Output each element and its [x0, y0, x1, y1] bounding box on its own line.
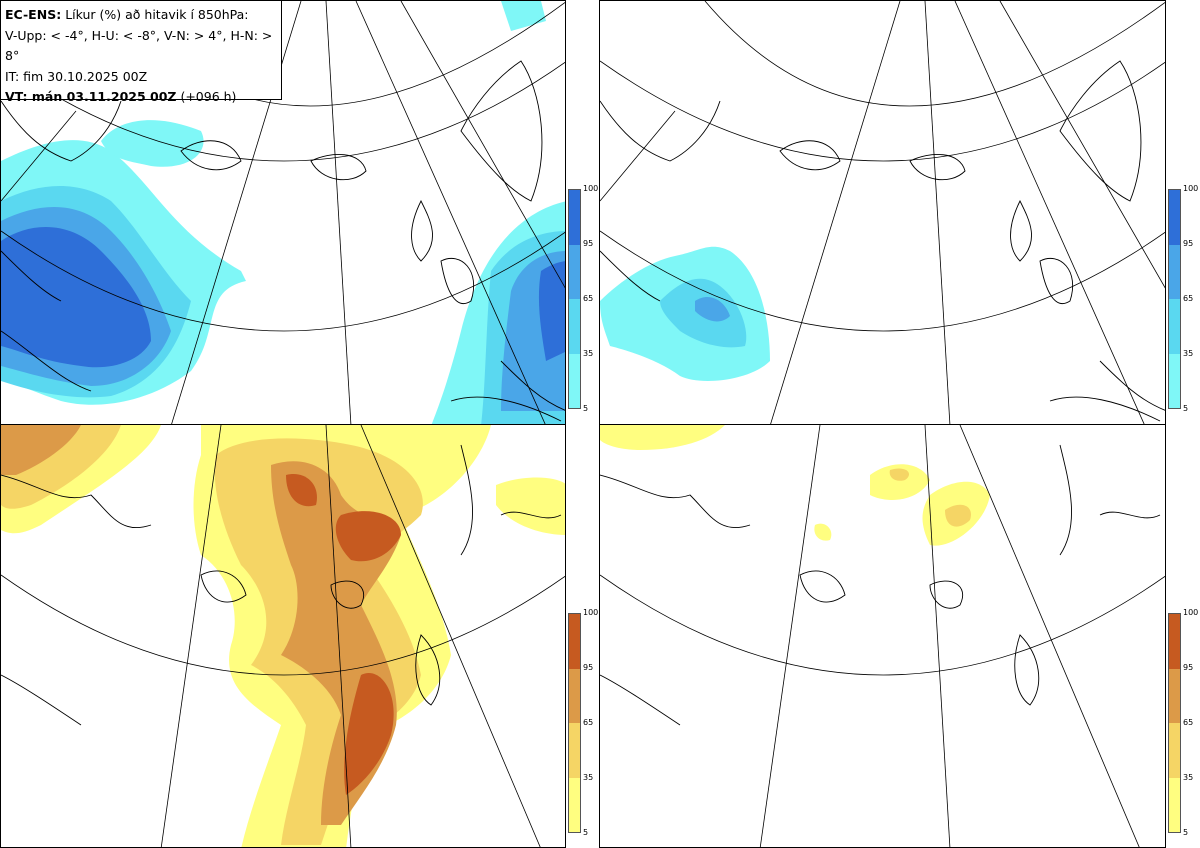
header-line4: VT: mán 03.11.2025 00Z (+096 h): [5, 89, 237, 104]
cbar-tr-65: 65: [1183, 294, 1194, 303]
panel-bottom-left: [0, 424, 566, 848]
colorbar-top-left: [568, 189, 581, 409]
cbar-bl-5: 5: [583, 828, 589, 837]
cbar-tr-35: 35: [1183, 349, 1194, 358]
cbar-br-35: 35: [1183, 773, 1194, 782]
cbar-br-95: 95: [1183, 663, 1194, 672]
header-line3: IT: fim 30.10.2025 00Z: [5, 68, 148, 84]
cbar-br-5: 5: [1183, 828, 1189, 837]
panel-top-right: [599, 0, 1166, 425]
header-line1: EC-ENS: Líkur (%) að hitavik í 850hPa:: [5, 7, 249, 22]
cbar-tr-95: 95: [1183, 239, 1194, 248]
cbar-tr-100: 100: [1183, 184, 1199, 193]
cbar-tl-35: 35: [583, 349, 594, 358]
cbar-tr-5: 5: [1183, 404, 1189, 413]
panel-top-left: [0, 0, 566, 425]
colorbar-top-right: [1168, 189, 1181, 409]
map-bottom-left: [1, 425, 565, 847]
cbar-tl-65: 65: [583, 294, 594, 303]
colorbar-bottom-right: [1168, 613, 1181, 833]
cbar-bl-100: 100: [583, 608, 599, 617]
cbar-tl-95: 95: [583, 239, 594, 248]
map-header: EC-ENS: Líkur (%) að hitavik í 850hPa: V…: [0, 0, 282, 104]
map-bottom-right: [600, 425, 1165, 847]
cbar-bl-35: 35: [583, 773, 594, 782]
colorbar-bottom-left: [568, 613, 581, 833]
cbar-bl-65: 65: [583, 718, 594, 727]
cbar-tl-5: 5: [583, 404, 589, 413]
cbar-br-65: 65: [1183, 718, 1194, 727]
cbar-bl-95: 95: [583, 663, 594, 672]
cbar-br-100: 100: [1183, 608, 1199, 617]
map-top-right: [600, 1, 1165, 424]
header-line2: V-Upp: < -4°, H-U: < -8°, V-N: > 4°, H-N…: [5, 27, 273, 64]
map-top-left: [1, 1, 565, 424]
cbar-tl-100: 100: [583, 184, 599, 193]
panel-bottom-right: [599, 424, 1166, 848]
